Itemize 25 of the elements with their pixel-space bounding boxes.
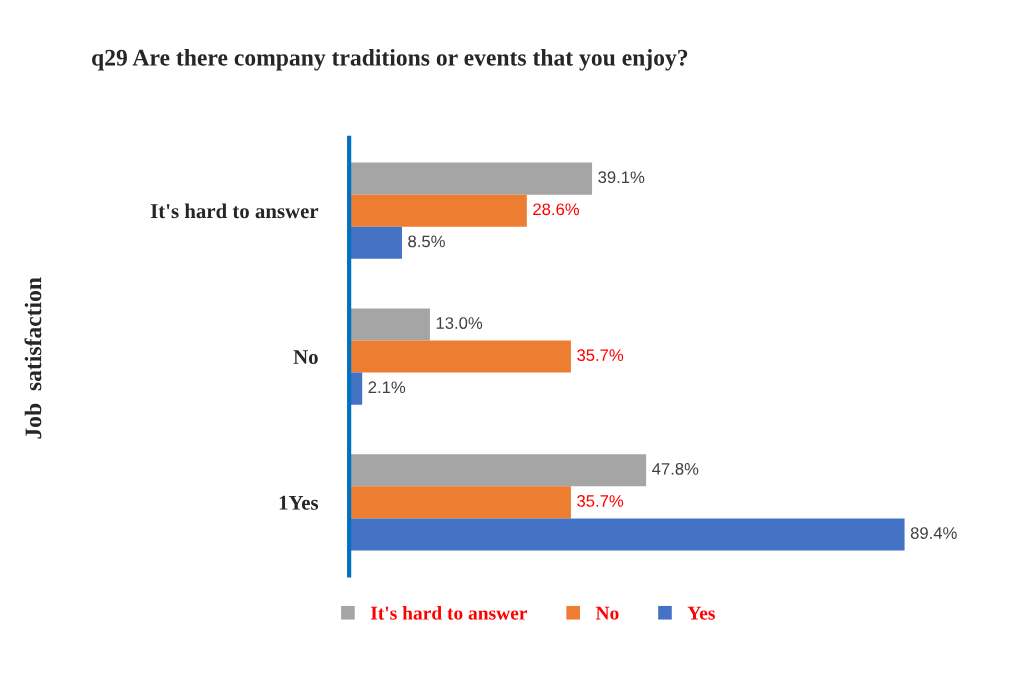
y-tick-label: 1Yes: [279, 495, 319, 510]
data-label: 2.1%: [368, 381, 406, 394]
bar: [349, 308, 430, 341]
y-axis-title: Job satisfaction: [24, 277, 42, 439]
y-tick-label: No: [293, 350, 318, 364]
bar: [349, 194, 527, 227]
bar: [349, 518, 905, 551]
data-label: 39.1%: [598, 171, 645, 184]
bar: [349, 454, 647, 487]
data-label: 35.7%: [577, 349, 624, 362]
y-tick-label: It's hard to answer: [150, 203, 319, 219]
legend-label: No: [595, 606, 619, 620]
chart-title: q29 Are there company traditions or events that you enjoy?: [92, 49, 688, 71]
data-label: 13.0%: [436, 317, 483, 329]
bar: [349, 226, 402, 259]
bar: [349, 340, 571, 373]
legend-label: Yes: [687, 606, 715, 620]
data-label: 28.6%: [533, 203, 580, 216]
bar: [349, 162, 593, 195]
data-label: 35.7%: [577, 495, 624, 507]
data-label: 8.5%: [408, 235, 445, 248]
data-label: 47.8%: [652, 462, 699, 475]
bar: [349, 486, 571, 519]
legend-label: It's hard to answer: [370, 606, 528, 620]
data-label: 89.4%: [910, 527, 957, 539]
